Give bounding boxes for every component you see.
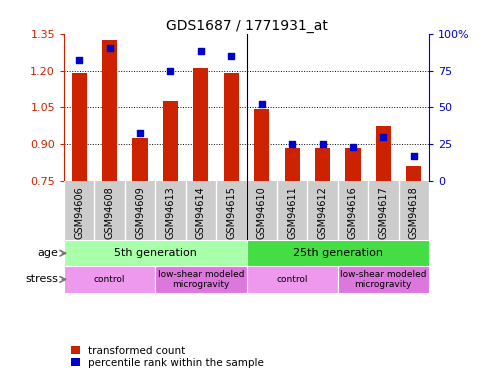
Text: GSM94618: GSM94618 xyxy=(409,186,419,238)
Text: control: control xyxy=(277,275,308,284)
Bar xyxy=(102,40,117,181)
Text: GSM94614: GSM94614 xyxy=(196,186,206,238)
Point xyxy=(349,144,357,150)
Text: GSM94613: GSM94613 xyxy=(166,186,176,238)
Text: GSM94606: GSM94606 xyxy=(74,186,84,238)
FancyBboxPatch shape xyxy=(64,240,246,266)
Text: GSM94617: GSM94617 xyxy=(378,186,388,239)
Point xyxy=(258,102,266,108)
Point xyxy=(318,141,326,147)
Legend: transformed count, percentile rank within the sample: transformed count, percentile rank withi… xyxy=(70,344,266,370)
Bar xyxy=(71,73,87,181)
FancyBboxPatch shape xyxy=(246,240,429,266)
FancyBboxPatch shape xyxy=(338,266,429,292)
Text: GSM94610: GSM94610 xyxy=(257,186,267,238)
Text: GSM94615: GSM94615 xyxy=(226,186,236,239)
Bar xyxy=(315,148,330,181)
Text: GSM94608: GSM94608 xyxy=(105,186,115,238)
Bar xyxy=(193,68,209,181)
Bar xyxy=(406,166,422,181)
Bar xyxy=(133,138,148,181)
Text: GSM94609: GSM94609 xyxy=(135,186,145,238)
Point xyxy=(380,134,387,140)
FancyBboxPatch shape xyxy=(155,266,246,292)
Bar xyxy=(224,73,239,181)
Bar xyxy=(163,101,178,181)
Text: stress: stress xyxy=(25,274,58,284)
Text: control: control xyxy=(94,275,125,284)
Point xyxy=(136,129,144,135)
Title: GDS1687 / 1771931_at: GDS1687 / 1771931_at xyxy=(166,19,327,33)
Text: GSM94611: GSM94611 xyxy=(287,186,297,238)
Text: GSM94616: GSM94616 xyxy=(348,186,358,238)
Bar xyxy=(376,126,391,181)
Text: 5th generation: 5th generation xyxy=(114,248,197,258)
Text: 25th generation: 25th generation xyxy=(293,248,383,258)
FancyBboxPatch shape xyxy=(64,266,155,292)
Bar xyxy=(345,148,360,181)
Point xyxy=(227,53,235,59)
Point xyxy=(167,68,175,74)
Text: low-shear modeled
microgravity: low-shear modeled microgravity xyxy=(158,270,244,289)
Point xyxy=(197,48,205,54)
Point xyxy=(288,141,296,147)
Bar xyxy=(254,109,269,181)
Text: low-shear modeled
microgravity: low-shear modeled microgravity xyxy=(340,270,426,289)
Point xyxy=(75,57,83,63)
Bar xyxy=(284,148,300,181)
FancyBboxPatch shape xyxy=(246,266,338,292)
Text: age: age xyxy=(37,248,58,258)
Point xyxy=(410,153,418,159)
Text: GSM94612: GSM94612 xyxy=(317,186,327,239)
Point xyxy=(106,45,113,51)
